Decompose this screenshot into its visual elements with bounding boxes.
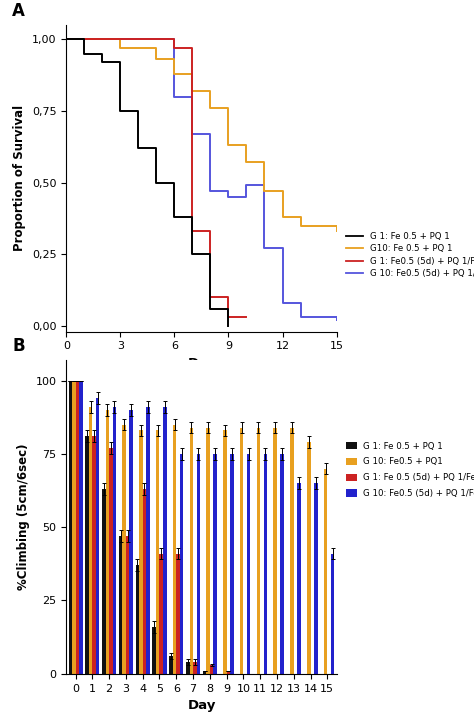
Bar bbox=[79, 381, 82, 674]
Legend: G 1: Fe 0.5 + PQ 1, G 10: Fe0.5 + PQ1, G 1: Fe 0.5 (5d) + PQ 1/Fe, G 10: Fe0.5 (: G 1: Fe 0.5 + PQ 1, G 10: Fe0.5 + PQ1, G… bbox=[346, 441, 474, 498]
Bar bbox=[106, 410, 109, 674]
Bar bbox=[281, 454, 284, 674]
Bar bbox=[264, 454, 267, 674]
Bar bbox=[256, 428, 260, 674]
Bar bbox=[273, 428, 277, 674]
Bar bbox=[113, 407, 116, 674]
Bar bbox=[314, 483, 318, 674]
Bar bbox=[213, 454, 217, 674]
Bar bbox=[122, 424, 126, 674]
Bar bbox=[159, 553, 163, 674]
Bar bbox=[153, 627, 156, 674]
Bar bbox=[96, 398, 100, 674]
Bar bbox=[102, 489, 106, 674]
Bar bbox=[206, 428, 210, 674]
Text: A: A bbox=[12, 1, 25, 20]
Bar bbox=[230, 454, 234, 674]
X-axis label: Day: Day bbox=[187, 356, 216, 370]
Bar bbox=[307, 442, 310, 674]
Bar bbox=[203, 671, 206, 674]
Bar bbox=[324, 468, 328, 674]
Bar bbox=[169, 656, 173, 674]
Bar bbox=[180, 454, 183, 674]
Bar bbox=[227, 671, 230, 674]
Bar bbox=[109, 448, 113, 674]
Bar bbox=[240, 428, 244, 674]
Bar bbox=[146, 407, 150, 674]
Text: B: B bbox=[12, 337, 25, 354]
Bar bbox=[210, 665, 213, 674]
X-axis label: Day: Day bbox=[187, 699, 216, 712]
Bar bbox=[290, 428, 294, 674]
Bar bbox=[119, 536, 122, 674]
Bar bbox=[297, 483, 301, 674]
Bar bbox=[139, 431, 143, 674]
Bar bbox=[190, 428, 193, 674]
Bar bbox=[89, 407, 92, 674]
Bar bbox=[247, 454, 250, 674]
Bar bbox=[176, 553, 180, 674]
Bar bbox=[126, 536, 129, 674]
Bar bbox=[331, 553, 334, 674]
Bar bbox=[136, 565, 139, 674]
Bar bbox=[69, 381, 72, 674]
Bar bbox=[197, 454, 200, 674]
Bar bbox=[156, 431, 159, 674]
Bar bbox=[186, 662, 190, 674]
Bar bbox=[173, 424, 176, 674]
Bar bbox=[75, 381, 79, 674]
Bar bbox=[85, 436, 89, 674]
Bar bbox=[193, 662, 197, 674]
Legend: G 1: Fe 0.5 + PQ 1, G10: Fe 0.5 + PQ 1, G 1: Fe0.5 (5d) + PQ 1/Fe, G 10: Fe0.5 (: G 1: Fe 0.5 + PQ 1, G10: Fe 0.5 + PQ 1, … bbox=[346, 232, 474, 278]
Bar bbox=[163, 407, 166, 674]
Bar bbox=[223, 431, 227, 674]
Bar bbox=[72, 381, 75, 674]
Bar bbox=[129, 410, 133, 674]
Y-axis label: Proportion of Survival: Proportion of Survival bbox=[13, 106, 27, 251]
Y-axis label: %Climbing (5cm/6sec): %Climbing (5cm/6sec) bbox=[17, 443, 30, 590]
Bar bbox=[92, 436, 96, 674]
Bar bbox=[143, 489, 146, 674]
